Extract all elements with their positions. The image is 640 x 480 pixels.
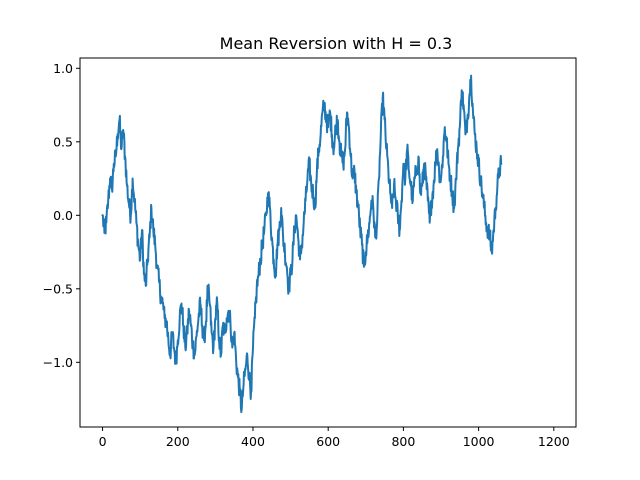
- series-line: [101, 74, 503, 414]
- y-tick-label: 0.5: [53, 134, 73, 149]
- y-tick-label: −1.0: [43, 355, 73, 370]
- x-axis-ticks: 0 200 400 600 800 1000 1200: [99, 427, 570, 449]
- plot-area-frame: [79, 57, 577, 428]
- x-tick-label: 200: [166, 434, 190, 449]
- chart-title: Mean Reversion with H = 0.3: [220, 34, 453, 53]
- y-tick-label: −0.5: [43, 281, 73, 296]
- y-tick-label: 1.0: [53, 61, 73, 76]
- y-axis-ticks: 1.0 0.5 0.0 −0.5 −1.0: [43, 61, 80, 370]
- y-tick-label: 0.0: [53, 208, 73, 223]
- x-tick-label: 1000: [463, 434, 495, 449]
- x-tick-label: 0: [99, 434, 107, 449]
- x-tick-label: 800: [391, 434, 415, 449]
- x-tick-label: 400: [241, 434, 265, 449]
- x-tick-label: 1200: [538, 434, 570, 449]
- x-tick-label: 600: [316, 434, 340, 449]
